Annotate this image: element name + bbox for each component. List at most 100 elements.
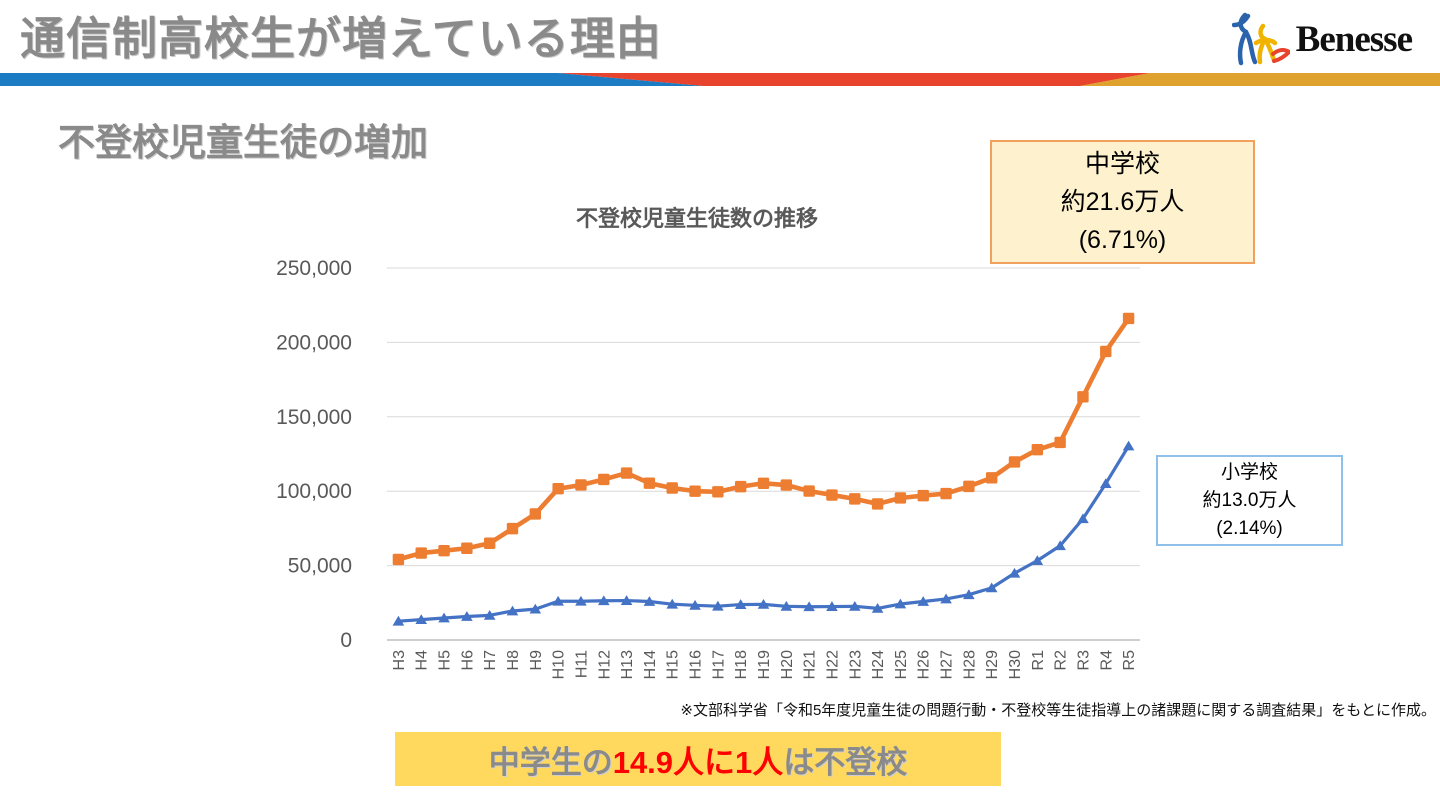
data-marker-square bbox=[1054, 436, 1066, 449]
x-tick-label: H27 bbox=[939, 650, 956, 679]
x-tick-label: H22 bbox=[824, 650, 841, 679]
elementary-callout-line3: (2.14%) bbox=[1216, 517, 1283, 539]
x-tick-label: H24 bbox=[870, 650, 887, 679]
x-tick-label: H26 bbox=[916, 650, 933, 679]
data-marker-triangle bbox=[712, 600, 724, 611]
data-marker-triangle bbox=[940, 593, 952, 604]
data-marker-square bbox=[1122, 312, 1135, 325]
junior-high-callout-line3: (6.71%) bbox=[1078, 226, 1167, 254]
y-tick-label: 200,000 bbox=[276, 331, 352, 354]
y-tick-label: 50,000 bbox=[288, 555, 352, 578]
x-tick-label: H19 bbox=[756, 650, 773, 679]
x-tick-label: R5 bbox=[1121, 650, 1138, 671]
data-marker-triangle bbox=[597, 595, 610, 606]
x-tick-label: H28 bbox=[961, 650, 978, 679]
page-title: 通信制高校生が増えている理由 bbox=[20, 13, 662, 64]
data-marker-triangle bbox=[963, 589, 975, 600]
line-chart: 不登校児童生徒数の推移 0 50,000 100,000 150,000 200,000 2… bbox=[276, 206, 1140, 679]
data-marker-triangle bbox=[506, 605, 519, 616]
data-marker-square bbox=[620, 467, 633, 479]
data-marker-triangle bbox=[803, 601, 815, 612]
x-tick-label: R4 bbox=[1098, 650, 1115, 671]
data-marker-square bbox=[689, 485, 701, 497]
data-marker-triangle bbox=[734, 599, 747, 609]
data-marker-triangle bbox=[643, 596, 656, 606]
chart-title: 不登校児童生徒数の推移 bbox=[576, 206, 818, 231]
data-marker-square bbox=[917, 489, 929, 502]
source-note: ※文部科学省「令和5年度児童生徒の問題行動・不登校等生徒指導上の諸課題に関する調… bbox=[680, 702, 1436, 719]
x-tick-label: H5 bbox=[437, 650, 454, 671]
data-marker-square bbox=[415, 547, 427, 559]
x-tick-label: H11 bbox=[573, 650, 590, 678]
x-tick-label: R3 bbox=[1075, 650, 1092, 671]
data-marker-square bbox=[666, 482, 678, 494]
data-marker-square bbox=[392, 553, 405, 566]
data-marker-square bbox=[529, 508, 542, 520]
x-tick-label: H16 bbox=[688, 650, 705, 679]
data-marker-square bbox=[894, 492, 907, 504]
data-marker-square bbox=[780, 479, 793, 491]
divider-blue-segment bbox=[0, 73, 703, 86]
highlight-banner: 中学生の 14.9人に1人 は不登校 bbox=[395, 732, 1001, 786]
data-marker-triangle bbox=[575, 595, 587, 606]
data-marker-triangle bbox=[894, 598, 907, 609]
data-marker-triangle bbox=[871, 602, 884, 613]
x-tick-label: H4 bbox=[414, 650, 431, 671]
data-marker-triangle bbox=[1099, 478, 1112, 488]
data-marker-square bbox=[871, 498, 884, 510]
section-title: 不登校児童生徒の増加 bbox=[58, 122, 428, 163]
header-divider bbox=[0, 73, 1440, 86]
data-marker-square bbox=[1031, 443, 1044, 456]
banner-highlight: 14.9人に1人 bbox=[612, 744, 784, 780]
data-marker-triangle bbox=[826, 601, 838, 611]
x-tick-label: R2 bbox=[1053, 650, 1070, 671]
data-marker-triangle bbox=[1122, 440, 1135, 451]
x-tick-label: H6 bbox=[459, 650, 476, 671]
x-tick-label: H15 bbox=[665, 650, 682, 679]
data-marker-triangle bbox=[848, 600, 861, 611]
data-marker-triangle bbox=[483, 609, 496, 620]
x-tick-label: H23 bbox=[847, 650, 864, 679]
banner-prefix: 中学生の bbox=[488, 744, 613, 780]
data-marker-triangle bbox=[552, 595, 564, 606]
data-marker-square bbox=[826, 489, 838, 501]
data-marker-square bbox=[712, 486, 724, 498]
data-marker-triangle bbox=[1031, 555, 1044, 566]
data-marker-triangle bbox=[666, 598, 679, 609]
x-tick-label: H7 bbox=[482, 650, 499, 671]
data-marker-square bbox=[483, 537, 496, 549]
benesse-logo: Benesse bbox=[1231, 10, 1413, 68]
data-marker-square bbox=[461, 542, 473, 554]
data-marker-square bbox=[985, 472, 998, 484]
data-marker-triangle bbox=[438, 612, 450, 623]
data-marker-square bbox=[849, 493, 861, 505]
y-tick-label: 0 bbox=[340, 629, 352, 652]
data-marker-square bbox=[803, 485, 815, 497]
data-marker-triangle bbox=[392, 615, 405, 626]
data-marker-triangle bbox=[780, 600, 793, 611]
data-marker-triangle bbox=[689, 599, 701, 610]
x-tick-label: H10 bbox=[551, 650, 568, 679]
logo-yellow-figure bbox=[1253, 23, 1277, 65]
benesse-logo-figures-icon bbox=[1231, 12, 1290, 66]
data-marker-triangle bbox=[461, 611, 473, 621]
x-tick-label: H25 bbox=[893, 650, 910, 679]
divider-red-segment bbox=[558, 73, 1150, 86]
x-tick-label: H8 bbox=[505, 650, 522, 671]
y-tick-label: 100,000 bbox=[276, 480, 352, 503]
x-tick-label: H3 bbox=[391, 650, 408, 671]
x-tick-label: H30 bbox=[1007, 650, 1024, 679]
data-marker-square bbox=[757, 477, 770, 489]
x-tick-label: H18 bbox=[733, 650, 750, 679]
data-marker-square bbox=[1100, 345, 1112, 358]
elementary-callout: 小学校 約13.0万人 (2.14%) bbox=[1156, 455, 1343, 546]
data-marker-triangle bbox=[917, 596, 930, 606]
data-marker-square bbox=[963, 480, 975, 493]
y-tick-label: 150,000 bbox=[276, 406, 352, 429]
logo-red-figure bbox=[1270, 47, 1290, 63]
elementary-callout-line1: 小学校 bbox=[1220, 461, 1278, 483]
junior-high-callout-line2: 約21.6万人 bbox=[1060, 188, 1185, 216]
elementary-callout-line2: 約13.0万人 bbox=[1202, 489, 1297, 511]
data-marker-triangle bbox=[985, 582, 998, 593]
data-marker-triangle bbox=[757, 598, 770, 609]
